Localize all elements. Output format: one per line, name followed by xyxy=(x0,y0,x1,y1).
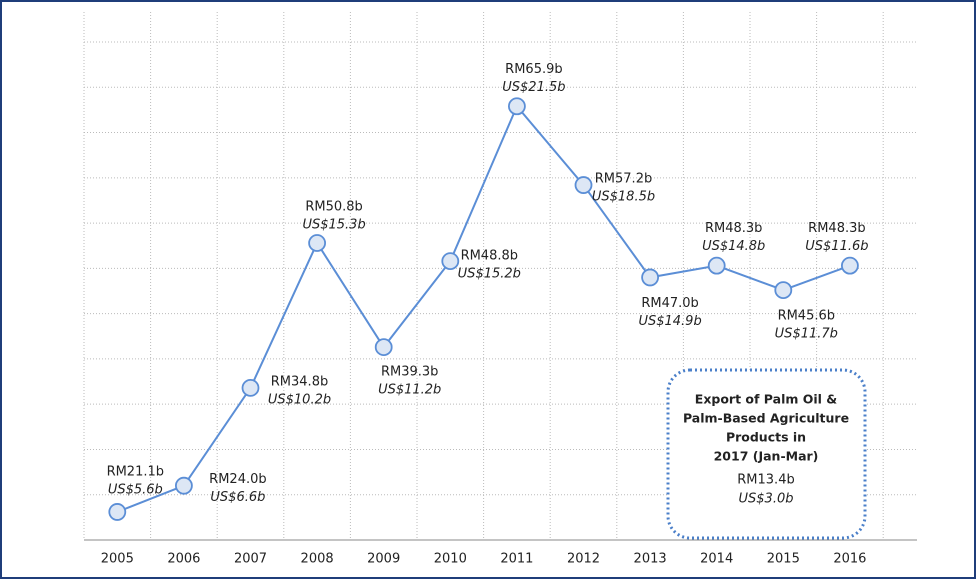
marker xyxy=(841,256,859,275)
x-tick-label: 2016 xyxy=(833,552,866,567)
line xyxy=(116,104,851,513)
annotation-title: Export of Palm Oil & xyxy=(695,392,837,407)
marker xyxy=(707,256,726,275)
data-label: RM48.3b xyxy=(705,221,762,236)
usd-label: US$15.3b xyxy=(302,218,365,233)
marker xyxy=(441,252,460,271)
x-tick-label: 2009 xyxy=(367,552,400,567)
usd-label: US$14.9b xyxy=(638,314,701,329)
x-tick-label: 2015 xyxy=(767,552,800,567)
usd-label: US$6.6b xyxy=(210,490,265,505)
usd-label: US$11.6b xyxy=(805,239,868,254)
x-tick-label: 2007 xyxy=(234,552,267,567)
usd-label: US$11.7b xyxy=(775,327,838,342)
marker xyxy=(241,378,260,397)
marker xyxy=(374,338,393,357)
x-tick-label: 2005 xyxy=(101,552,134,567)
annotation-title: Products in xyxy=(726,430,806,445)
annotation-usd: US$3.0b xyxy=(739,492,794,507)
marker xyxy=(508,97,526,116)
marker xyxy=(174,476,193,495)
data-label: RM65.9b xyxy=(505,62,562,77)
marker xyxy=(108,503,127,521)
data-label: RM57.2b xyxy=(595,172,652,187)
marker xyxy=(308,234,327,252)
marker xyxy=(774,281,793,299)
x-tick-label: 2014 xyxy=(700,552,733,567)
annotation-rm: RM13.4b xyxy=(737,473,794,488)
x-tick-label: 2011 xyxy=(500,552,533,567)
marker xyxy=(641,268,659,287)
data-label: RM47.0b xyxy=(641,296,698,311)
annotation-box xyxy=(666,368,867,540)
annotation-title: Palm-Based Agriculture xyxy=(683,411,849,426)
x-tick-label: 2013 xyxy=(634,552,667,567)
usd-label: US$15.2b xyxy=(458,267,521,282)
usd-label: US$21.5b xyxy=(502,80,565,95)
usd-label: US$18.5b xyxy=(592,190,655,205)
x-tick-label: 2012 xyxy=(567,552,600,567)
data-label: RM45.6b xyxy=(778,309,835,324)
data-label: RM48.8b xyxy=(461,249,518,264)
x-tick-label: 2008 xyxy=(301,552,334,567)
x-tick-label: 2010 xyxy=(434,552,467,567)
data-label: RM24.0b xyxy=(209,472,266,487)
data-label: RM50.8b xyxy=(305,200,362,215)
annotation-title: 2017 (Jan-Mar) xyxy=(714,449,819,464)
usd-label: US$14.8b xyxy=(702,239,765,254)
marker xyxy=(574,176,593,194)
usd-label: US$5.6b xyxy=(108,482,163,497)
usd-label: US$10.2b xyxy=(268,392,331,407)
usd-label: US$11.2b xyxy=(378,383,441,398)
data-label: RM48.3b xyxy=(808,221,865,236)
data-label: RM21.1b xyxy=(107,464,164,479)
data-label: RM39.3b xyxy=(381,365,438,380)
x-tick-label: 2006 xyxy=(167,552,200,567)
data-label: RM34.8b xyxy=(271,374,328,389)
